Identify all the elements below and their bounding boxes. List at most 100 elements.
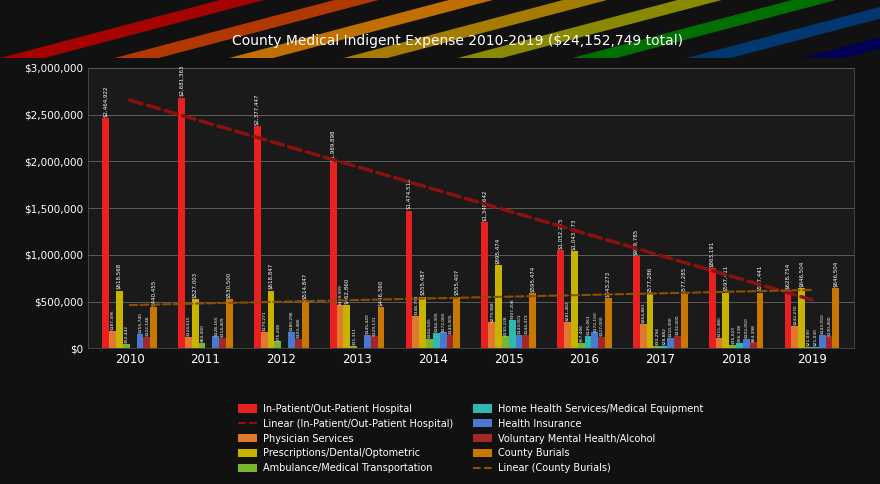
Bar <box>330 162 337 348</box>
Text: $110,300: $110,300 <box>669 317 672 337</box>
Bar <box>605 298 612 348</box>
Text: $1,052,275: $1,052,275 <box>558 217 563 249</box>
Bar <box>378 307 385 348</box>
Text: $172,065: $172,065 <box>441 311 445 332</box>
Polygon shape <box>114 0 378 58</box>
Text: $30,294: $30,294 <box>655 327 659 345</box>
Text: $555,407: $555,407 <box>454 269 459 295</box>
Bar <box>123 344 129 348</box>
Bar <box>825 336 832 348</box>
Text: $989,785: $989,785 <box>634 228 639 255</box>
Bar <box>481 222 488 348</box>
Polygon shape <box>572 0 836 58</box>
Text: $129,131: $129,131 <box>372 315 376 335</box>
Text: $103,486: $103,486 <box>297 318 300 338</box>
Text: $440,455: $440,455 <box>151 280 156 306</box>
Bar <box>268 290 275 348</box>
Bar <box>143 337 150 348</box>
Text: $543,273: $543,273 <box>606 270 611 297</box>
Bar <box>577 343 584 348</box>
Text: $462,860: $462,860 <box>344 278 349 304</box>
Bar <box>343 305 350 348</box>
Bar <box>584 336 591 348</box>
Text: $104,545: $104,545 <box>428 317 431 338</box>
Bar <box>743 339 750 348</box>
Bar <box>488 322 495 348</box>
Bar <box>254 126 260 348</box>
Text: $75,208: $75,208 <box>276 323 280 341</box>
Bar <box>419 297 426 348</box>
Text: $514,847: $514,847 <box>303 273 308 299</box>
Text: $187,496: $187,496 <box>111 310 114 330</box>
Bar <box>571 251 577 348</box>
Bar <box>730 345 736 348</box>
Text: $1,348,642: $1,348,642 <box>482 190 488 221</box>
Text: County Medical Indigent Expense 2010-2019 ($24,152,749 total): County Medical Indigent Expense 2010-201… <box>232 34 683 48</box>
Text: $122,148: $122,148 <box>144 316 149 336</box>
Text: $555,487: $555,487 <box>420 269 425 295</box>
Bar <box>633 256 640 348</box>
Text: $52,442: $52,442 <box>124 325 128 343</box>
Text: $35,023: $35,023 <box>730 326 735 345</box>
Text: $57,406: $57,406 <box>579 324 583 342</box>
Polygon shape <box>458 0 722 58</box>
Text: $459,999: $459,999 <box>338 284 342 305</box>
Text: $307,208: $307,208 <box>510 298 514 319</box>
Text: $2,377,447: $2,377,447 <box>255 93 260 125</box>
Text: $102,050: $102,050 <box>744 318 748 338</box>
Bar <box>791 326 798 348</box>
Legend: In-Patient/Out-Patient Hospital, Linear (In-Patient/Out-Patient Hospital), Physi: In-Patient/Out-Patient Hospital, Linear … <box>238 404 704 473</box>
Bar <box>426 339 433 348</box>
Text: $172,150: $172,150 <box>593 311 597 332</box>
Text: $2,464,922: $2,464,922 <box>103 85 108 117</box>
Text: $60,000: $60,000 <box>200 324 204 342</box>
Text: $144,473: $144,473 <box>524 314 528 334</box>
Text: $577,285: $577,285 <box>682 267 686 293</box>
Text: $64,398: $64,398 <box>752 324 755 342</box>
Bar <box>502 336 509 348</box>
Text: $155,740: $155,740 <box>138 312 142 333</box>
Bar <box>557 250 564 348</box>
Bar <box>212 336 219 348</box>
Text: $114,409: $114,409 <box>221 317 224 337</box>
Bar <box>364 335 370 348</box>
Bar <box>179 98 185 348</box>
Text: $527,003: $527,003 <box>193 272 198 298</box>
Bar <box>591 333 598 348</box>
Bar <box>192 299 199 348</box>
Text: $143,001: $143,001 <box>517 314 521 334</box>
Polygon shape <box>343 0 607 58</box>
Bar <box>812 347 818 348</box>
Bar <box>529 293 536 348</box>
Bar <box>226 299 233 348</box>
Text: $124,615: $124,615 <box>187 315 190 336</box>
Bar <box>798 288 805 348</box>
Text: $446,360: $446,360 <box>378 279 384 305</box>
Text: $115,480: $115,480 <box>717 316 721 337</box>
Text: $179,271: $179,271 <box>262 310 267 331</box>
Bar <box>350 346 357 348</box>
Text: $348,794: $348,794 <box>414 294 418 315</box>
Text: $132,000: $132,000 <box>675 315 679 335</box>
Bar <box>509 320 516 348</box>
Text: $31,311: $31,311 <box>352 327 356 345</box>
Bar <box>660 346 667 348</box>
Text: $2,681,363: $2,681,363 <box>180 65 184 96</box>
Bar <box>199 343 206 348</box>
Bar <box>647 294 654 348</box>
Bar <box>785 289 791 348</box>
Text: $180,296: $180,296 <box>290 310 294 331</box>
Text: $21,030: $21,030 <box>813 328 818 346</box>
Bar <box>598 336 605 348</box>
Bar <box>150 307 157 348</box>
Bar <box>302 300 309 348</box>
Text: $145,449: $145,449 <box>365 313 370 334</box>
Text: $577,286: $577,286 <box>648 267 653 293</box>
Polygon shape <box>801 0 880 58</box>
Text: $164,305: $164,305 <box>435 312 438 333</box>
Text: $135,061: $135,061 <box>586 314 590 335</box>
Bar <box>453 297 460 348</box>
Bar <box>523 335 529 348</box>
Text: $281,482: $281,482 <box>566 301 569 321</box>
Text: $1,989,898: $1,989,898 <box>331 130 335 161</box>
